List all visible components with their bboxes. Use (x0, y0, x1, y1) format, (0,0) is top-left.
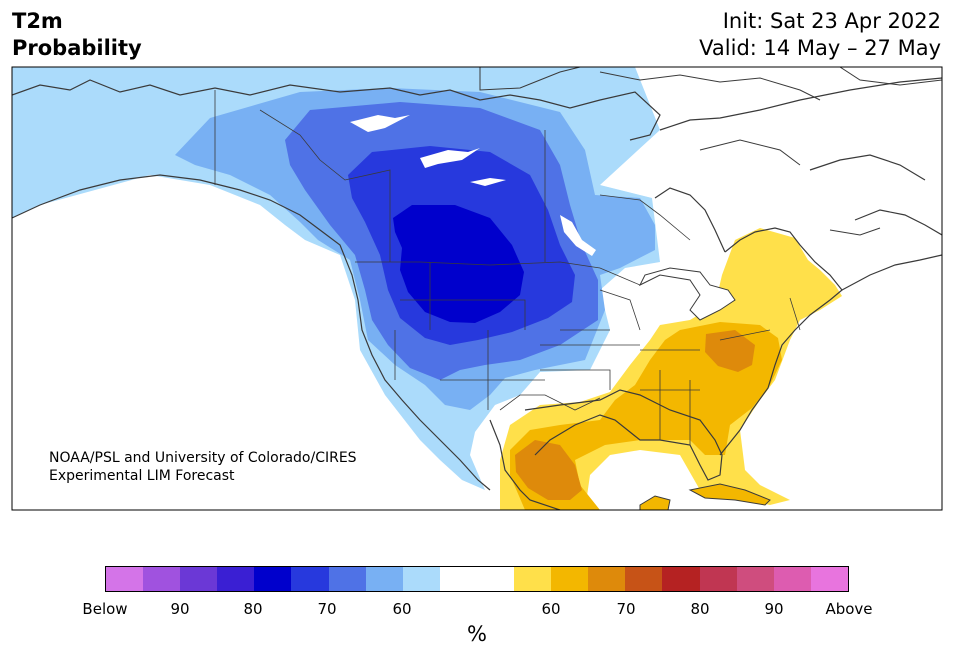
zone-above-70 (510, 322, 782, 510)
colorbar-segment (662, 567, 700, 591)
colorbar-segment (736, 567, 774, 591)
great-lakes (638, 267, 736, 321)
zone-above-80-east (705, 330, 755, 372)
gulf-water-cuba (688, 483, 771, 506)
colorbar-tick-label: 90 (764, 600, 784, 618)
colorbar-tick-label: 90 (170, 600, 190, 618)
colorbar-tick-label: 60 (541, 600, 561, 618)
colorbar-segment (551, 567, 589, 591)
colorbar-segment (143, 567, 181, 591)
great-bear-lake (420, 148, 480, 168)
coastlines (12, 77, 942, 510)
colorbar-segment (773, 567, 811, 591)
colorbar-unit-label: % (467, 622, 487, 646)
map-title: T2m Probability (12, 8, 142, 62)
colorbar-segment (328, 567, 366, 591)
great-slave-lake (350, 115, 410, 132)
colorbar-segment (514, 567, 552, 591)
colorbar-tick-label: 70 (317, 600, 337, 618)
forecast-dates: Init: Sat 23 Apr 2022 Valid: 14 May – 27… (699, 8, 941, 62)
colorbar-segment (180, 567, 218, 591)
borders (12, 67, 801, 510)
colorbar-tick-label: 70 (616, 600, 636, 618)
colorbar-segment (476, 567, 515, 591)
colorbar-segment (254, 567, 292, 591)
map-frame (11, 66, 943, 511)
colorbar-segment (365, 567, 403, 591)
colorbar-segment (625, 567, 663, 591)
lake-winnipeg (560, 215, 596, 256)
arctic-islands (479, 67, 942, 236)
colorbar-segment (106, 567, 144, 591)
colorbar-segment (588, 567, 626, 591)
colorbar-tick-label: 80 (690, 600, 710, 618)
colorbar-tick-label: Below (82, 600, 128, 618)
zone-above-80 (515, 440, 582, 500)
colorbar-segment (699, 567, 737, 591)
colorbar-segment (810, 567, 848, 591)
yucatan (639, 495, 671, 510)
colorbar-segment (439, 567, 477, 591)
init-date: Init: Sat 23 Apr 2022 (722, 9, 941, 33)
title-line-1: T2m (12, 9, 63, 33)
valid-dates: Valid: 14 May – 27 May (699, 36, 941, 60)
colorbar (105, 566, 849, 592)
credit-line-2: Experimental LIM Forecast (49, 468, 235, 484)
credit-text: NOAA/PSL and University of Colorado/CIRE… (49, 449, 357, 485)
colorbar-segment (402, 567, 440, 591)
colorbar-tick-label: Above (825, 600, 873, 618)
colorbar-tick-label: 60 (392, 600, 412, 618)
colorbar-segment (291, 567, 329, 591)
lake-athabasca (470, 178, 506, 186)
title-line-2: Probability (12, 36, 142, 60)
colorbar-segment (217, 567, 255, 591)
colorbar-tick-label: 80 (243, 600, 263, 618)
credit-line-1: NOAA/PSL and University of Colorado/CIRE… (49, 450, 357, 466)
